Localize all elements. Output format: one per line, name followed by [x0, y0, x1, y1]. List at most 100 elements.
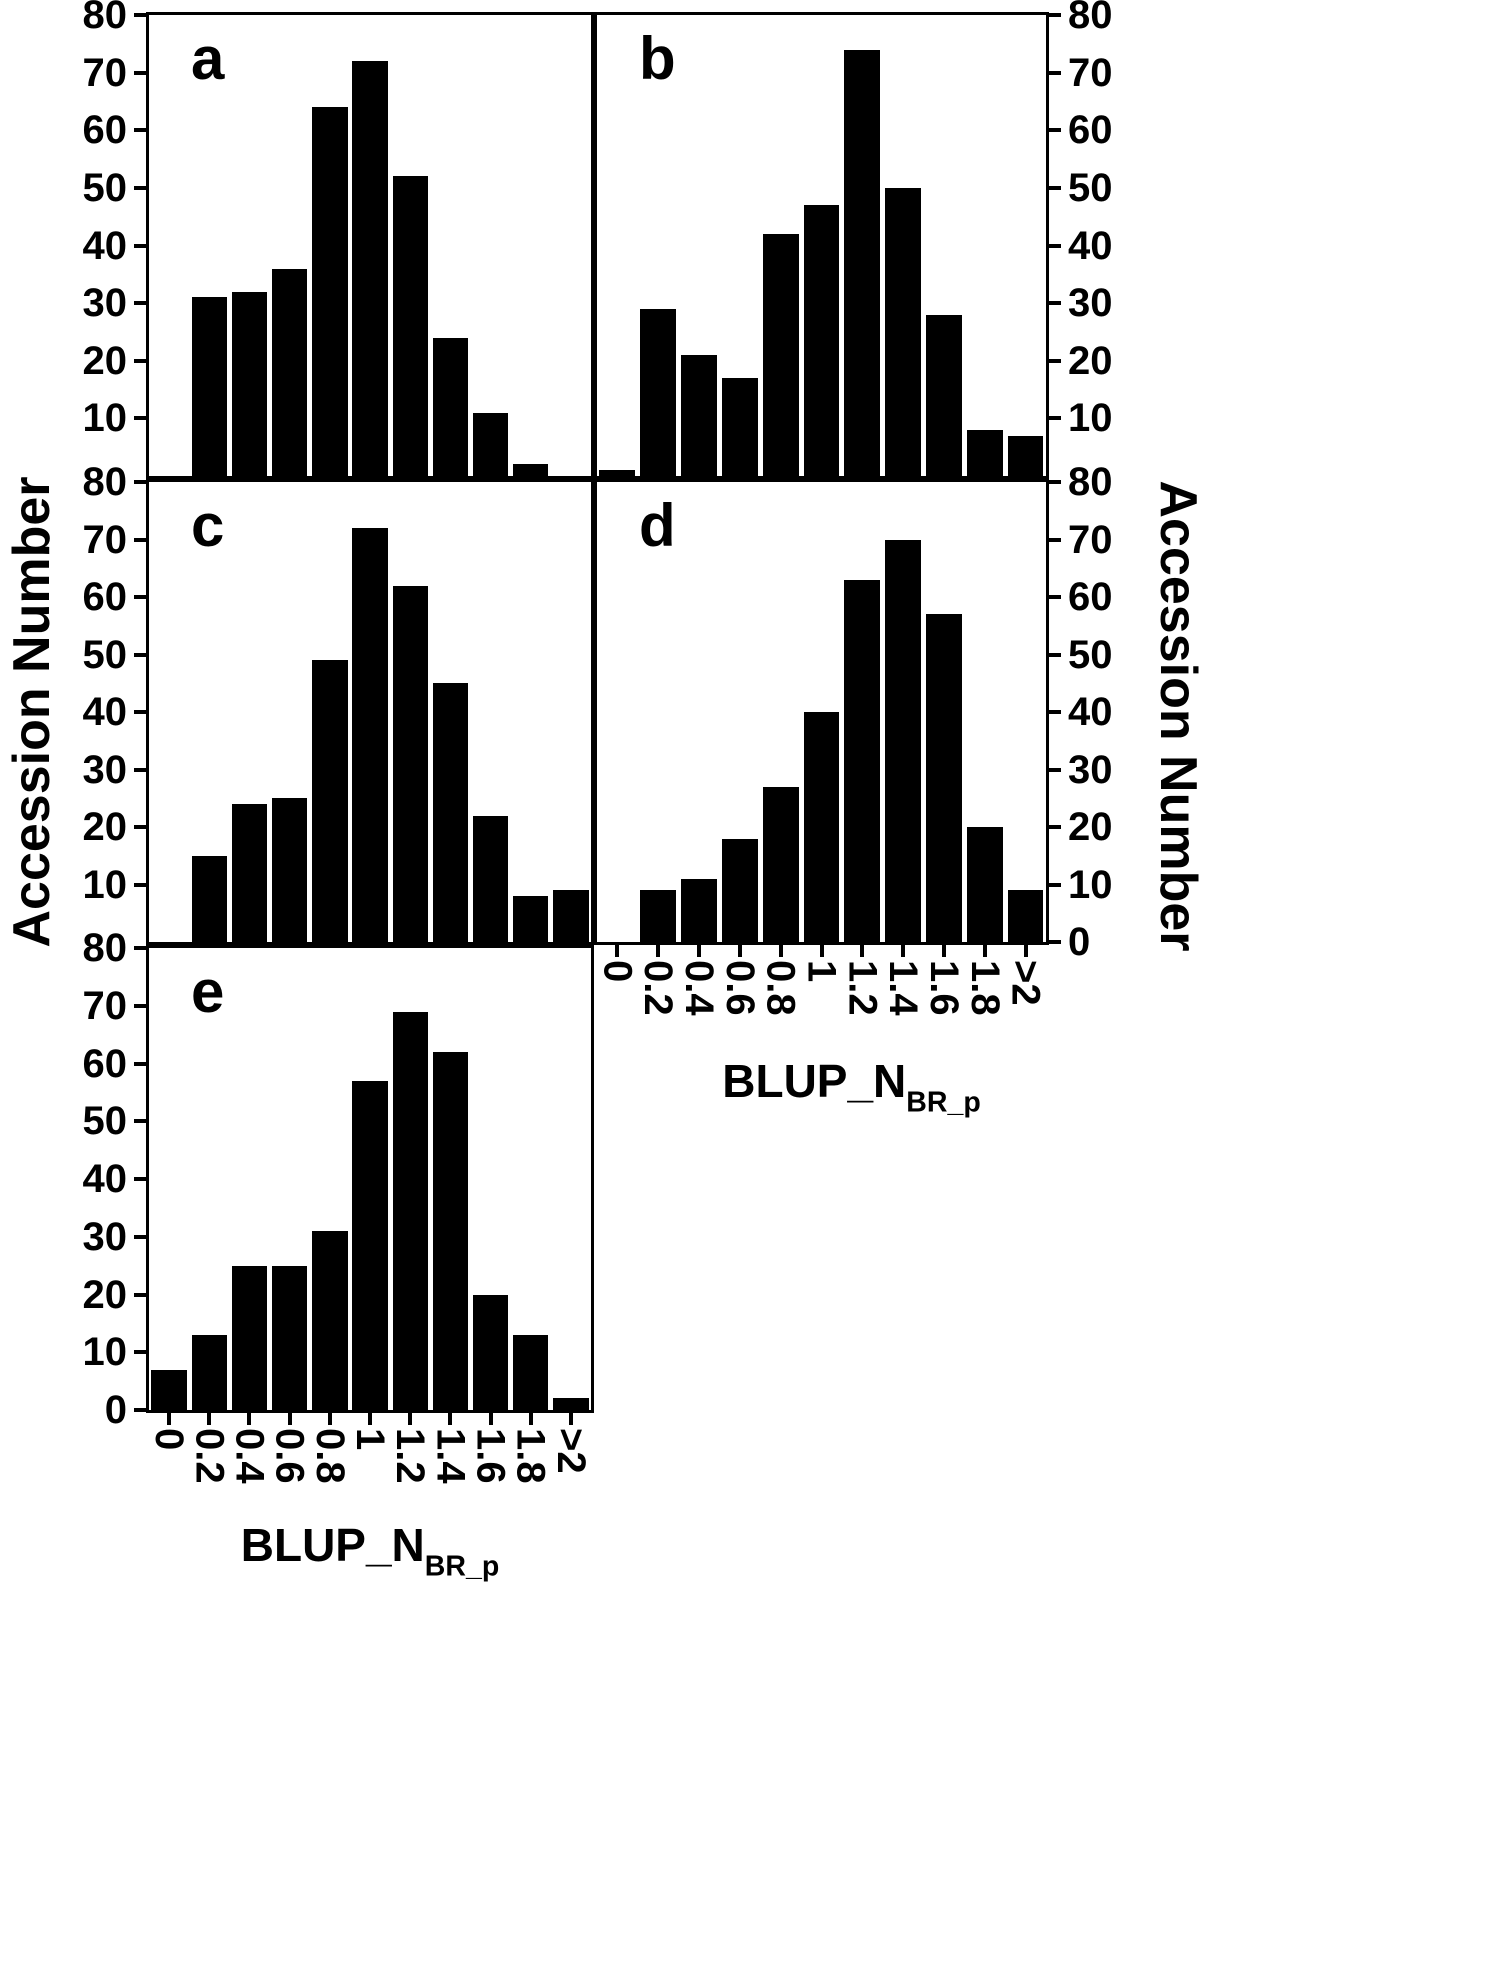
histogram-bar [191, 1334, 227, 1410]
y-tick-label: 20 [82, 805, 128, 849]
x-tick-mark [488, 1413, 493, 1425]
histogram-panel-c: c 80 70 60 50 40 30 20 10 [83, 462, 594, 957]
bar-slot [471, 482, 511, 942]
x-tick-label: 0.8 [758, 960, 803, 1016]
y-tick-label: 0 [1068, 920, 1091, 964]
histogram-bar [803, 712, 840, 942]
y-tick-mark [134, 128, 146, 133]
bar-slot [638, 15, 679, 476]
bar-slot [511, 482, 551, 942]
panel-letter: a [191, 25, 225, 92]
x-tick-label: 0 [147, 1428, 192, 1451]
y-tick-mark [1049, 70, 1061, 75]
y-tick-mark [134, 710, 146, 714]
histogram-bar [925, 614, 962, 942]
y-tick-mark [1049, 595, 1061, 599]
bar-slot [270, 948, 310, 1410]
x-tick-mark [615, 945, 620, 957]
y-tick-mark [134, 1350, 146, 1355]
histogram-bar [681, 355, 717, 476]
y-tick-mark [1049, 767, 1061, 772]
x-tick-mark [778, 945, 783, 957]
bar-slot [679, 15, 720, 476]
y-tick-mark [1049, 358, 1061, 363]
bar-slot [229, 948, 269, 1410]
bar-slot [719, 15, 760, 476]
bar-slot [471, 948, 511, 1410]
bar-slot [350, 482, 390, 942]
x-tick-label: >2 [1003, 960, 1048, 1006]
y-tick-mark [1049, 301, 1061, 306]
y-tick-label: 60 [82, 108, 128, 153]
y-tick-label: 40 [1068, 690, 1113, 734]
y-tick-mark [134, 243, 146, 248]
y-tick-mark [134, 537, 146, 542]
y-tick-mark [1049, 480, 1061, 484]
x-tick-label: 1.6 [468, 1428, 513, 1484]
y-tick-mark [134, 1408, 146, 1412]
bar-slot [964, 15, 1005, 476]
histogram-bar [762, 233, 799, 476]
histogram-bar [640, 890, 677, 942]
x-tick-mark [408, 1413, 413, 1425]
histogram-bar [472, 815, 509, 942]
histogram-bar [925, 314, 962, 476]
y-tick-mark [134, 1292, 146, 1297]
y-tick-label: 30 [82, 1214, 128, 1259]
x-tick-mark [528, 1413, 533, 1425]
y-tick-mark [1049, 185, 1061, 190]
bar-slot [310, 482, 350, 942]
y-tick-label: 30 [82, 747, 128, 792]
histogram-bar [721, 838, 758, 942]
y-tick-mark [134, 946, 146, 950]
y-tick-mark [134, 1061, 146, 1066]
histogram-bar [599, 470, 636, 476]
bar-slot [924, 482, 965, 942]
x-tick-label: 0.2 [636, 960, 681, 1016]
histogram-bar [352, 528, 388, 942]
histogram-bar [640, 308, 677, 476]
x-tick-mark [368, 1413, 372, 1425]
x-tick-mark [287, 1413, 292, 1425]
bar-slot [511, 15, 551, 476]
x-tick-mark [941, 945, 946, 957]
histogram-bar [352, 61, 388, 476]
x-tick-mark [327, 1413, 332, 1425]
y-tick-mark [134, 70, 146, 75]
bar-slot [310, 948, 350, 1410]
histogram-bar [271, 1265, 308, 1410]
x-tick-label: 0.2 [187, 1428, 232, 1484]
y-tick-label: 20 [1068, 338, 1113, 383]
histogram-bar [432, 1051, 469, 1410]
bar-slot [883, 15, 924, 476]
x-tick-mark [860, 945, 865, 957]
y-tick-label: 40 [82, 1157, 128, 1201]
histogram-bar [885, 539, 922, 942]
y-tick-mark [1049, 710, 1061, 714]
y-tick-mark [134, 1003, 146, 1008]
x-tick-label: 1.4 [881, 960, 926, 1016]
y-tick-label: 80 [82, 460, 128, 504]
y-tick-label: 60 [1068, 575, 1113, 619]
x-axis-title-panel-d: BLUP_NBR_p [624, 1056, 1079, 1119]
histogram-bar [231, 291, 268, 476]
bar-slot [149, 482, 189, 942]
histogram-bar [472, 1294, 509, 1410]
bar-slot [842, 15, 883, 476]
bar-slot [229, 15, 269, 476]
bar-slot [270, 15, 310, 476]
x-tick-mark [982, 945, 987, 957]
histogram-bar [312, 107, 348, 476]
y-tick-label: 50 [82, 632, 128, 677]
x-tick-mark [737, 945, 742, 957]
bar-slot [189, 948, 229, 1410]
y-tick-label: 40 [82, 223, 128, 268]
y-tick-mark [1049, 537, 1061, 542]
x-tick-label: 1.2 [840, 960, 885, 1016]
y-tick-label: 20 [1068, 805, 1113, 849]
y-tick-label: 10 [82, 1330, 128, 1375]
y-tick-label: 20 [82, 338, 128, 383]
y-tick-mark [134, 301, 146, 306]
panel-letter: e [191, 958, 225, 1025]
x-tick-label: 0 [595, 960, 640, 983]
